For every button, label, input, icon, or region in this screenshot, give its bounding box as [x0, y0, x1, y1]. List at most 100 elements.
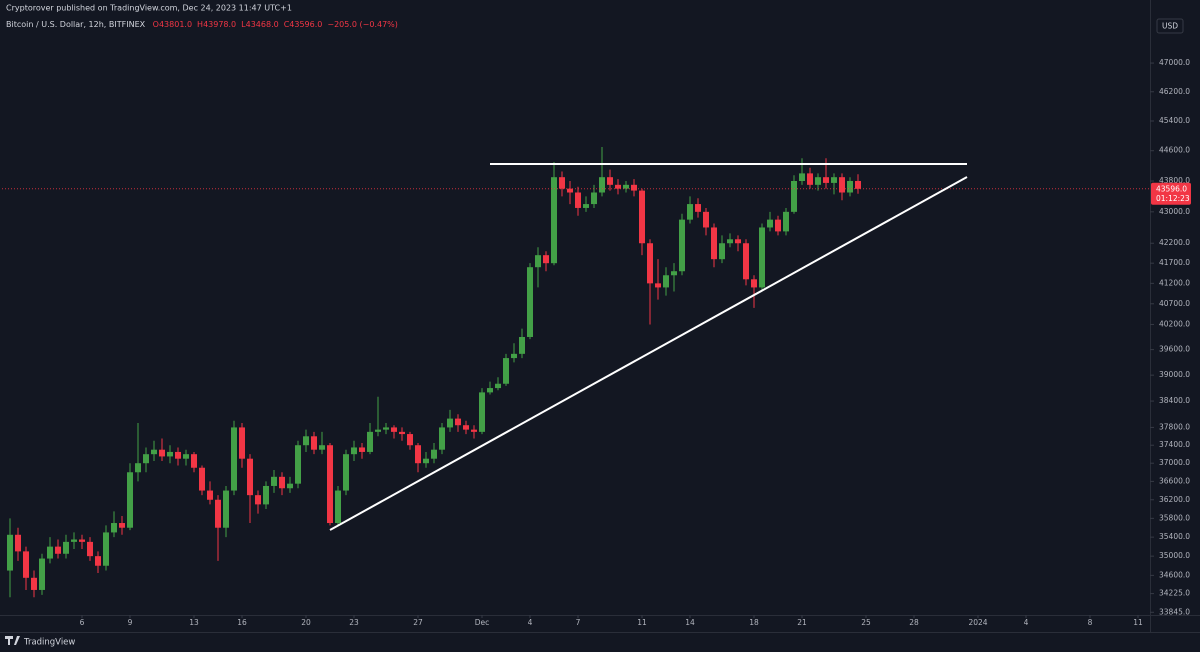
- candle-body: [703, 211, 709, 228]
- y-tick-label: 45400.0: [1159, 116, 1190, 125]
- candle-body: [807, 173, 813, 185]
- logo-mark: [5, 636, 20, 645]
- candle-body: [295, 445, 301, 484]
- candle-body: [375, 429, 381, 432]
- price-tag-price: 43596.0: [1156, 184, 1187, 193]
- candle-body: [223, 490, 229, 528]
- y-tick-label: 41200.0: [1159, 278, 1190, 287]
- candle-body: [15, 534, 21, 552]
- candle-body: [575, 192, 581, 208]
- currency-box[interactable]: [1156, 18, 1184, 34]
- candle-body: [231, 427, 237, 491]
- candle-body: [391, 427, 397, 432]
- currency[interactable]: USD: [1162, 22, 1178, 31]
- candle-body: [687, 204, 693, 220]
- candle-body: [439, 427, 445, 450]
- candle-body: [679, 219, 685, 272]
- x-tick-label: 27: [413, 618, 423, 627]
- x-tick-label: 21: [797, 618, 807, 627]
- candle-body: [383, 427, 389, 430]
- candle-body: [751, 279, 757, 288]
- candle-body: [199, 467, 205, 491]
- candle-body: [239, 427, 245, 459]
- x-tick-label: 28: [909, 618, 919, 627]
- candle-body: [671, 271, 677, 276]
- y-tick-label: 37000.0: [1159, 458, 1190, 467]
- candle-body: [479, 392, 485, 432]
- candle-body: [319, 445, 325, 450]
- header: Cryptorover published on TradingView.com…: [6, 4, 292, 13]
- candle-body: [599, 177, 605, 193]
- candle-body: [263, 485, 269, 505]
- candle-body: [255, 495, 261, 505]
- candle-body: [159, 449, 165, 457]
- candle-body: [87, 541, 93, 557]
- candle-body: [495, 383, 501, 389]
- x-tick-label: 16: [237, 618, 247, 627]
- candle-body: [847, 180, 853, 193]
- candle-body: [207, 490, 213, 500]
- footer-brand: TradingView: [23, 638, 75, 648]
- ohlc-value: O43801.0: [153, 20, 192, 29]
- symbol: Bitcoin / U.S. Dollar, 12h, BITFINEX: [6, 20, 146, 29]
- candle-body: [215, 499, 221, 528]
- y-tick-label: 36200.0: [1159, 495, 1190, 504]
- y-tick-label: 43000.0: [1159, 207, 1190, 216]
- candle-body: [655, 283, 661, 288]
- y-tick-label: 39600.0: [1159, 345, 1190, 354]
- candle-body: [815, 177, 821, 185]
- candle-body: [775, 219, 781, 232]
- y-tick-label: 41700.0: [1159, 258, 1190, 267]
- candle-body: [831, 177, 837, 183]
- symbol-legend: Bitcoin / U.S. Dollar, 12h, BITFINEX O43…: [6, 20, 398, 29]
- candle-body: [31, 577, 37, 590]
- plot: [2, 146, 1150, 598]
- ohlc-value: C43596.0: [284, 20, 323, 29]
- x-tick-label: 6: [80, 618, 85, 627]
- trend-line[interactable]: [329, 176, 968, 531]
- ohlc-value: L43468.0: [241, 20, 279, 29]
- y-tick-label: 35000.0: [1159, 551, 1190, 560]
- candle-body: [767, 219, 773, 228]
- candle-body: [623, 184, 629, 189]
- candle-body: [447, 418, 453, 428]
- candle-body: [559, 177, 565, 189]
- candle-body: [823, 177, 829, 183]
- y-tick-label: 47000.0: [1159, 58, 1190, 67]
- candle-body: [71, 539, 77, 542]
- candle-body: [591, 192, 597, 205]
- candle-body: [639, 190, 645, 244]
- candle-body: [615, 184, 621, 189]
- candle-body: [111, 523, 117, 533]
- y-tick-label: 37400.0: [1159, 440, 1190, 449]
- candle-body: [103, 532, 109, 566]
- x-tick-label: 4: [1024, 618, 1029, 627]
- candle-body: [311, 436, 317, 450]
- candle-body: [727, 239, 733, 244]
- candle-body: [247, 458, 253, 496]
- candle-body: [535, 255, 541, 268]
- x-tick-label: 18: [749, 618, 759, 627]
- x-tick-label: 11: [637, 618, 647, 627]
- candle-body: [47, 546, 53, 559]
- candle-body: [119, 523, 125, 528]
- y-tick-label: 37800.0: [1159, 422, 1190, 431]
- candle-body: [351, 447, 357, 455]
- candle-body: [415, 445, 421, 464]
- candle-body: [503, 358, 509, 384]
- candle-body: [39, 558, 45, 590]
- candle-body: [343, 454, 349, 491]
- candle-body: [519, 336, 525, 354]
- candle-body: [783, 211, 789, 232]
- x-tick-label: 9: [128, 618, 133, 627]
- candle-body: [303, 436, 309, 446]
- tradingview-logo: [5, 636, 20, 645]
- y-tick-label: 46200.0: [1159, 87, 1190, 96]
- candle-body: [631, 184, 637, 191]
- candle-body: [183, 454, 189, 459]
- x-tick-label: 25: [861, 618, 871, 627]
- candle-body: [191, 454, 197, 468]
- ohlc-value: H43978.0: [197, 20, 236, 29]
- candle-body: [151, 449, 157, 455]
